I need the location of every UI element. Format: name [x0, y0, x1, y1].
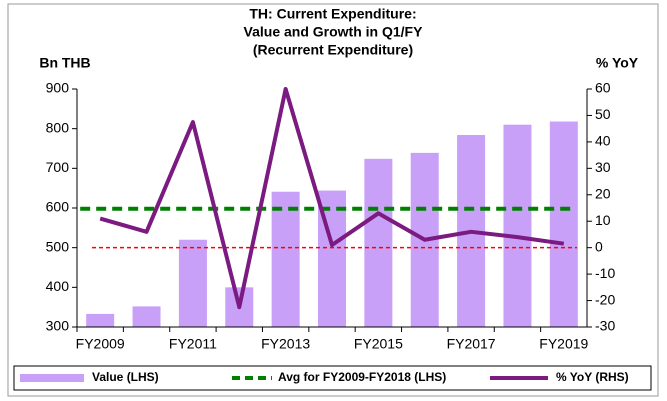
x-tick-label: FY2017 [447, 336, 496, 352]
bar [132, 306, 161, 327]
y-tick-label: 400 [46, 278, 70, 294]
y-tick-label: 300 [46, 318, 70, 334]
legend-swatch [20, 374, 84, 382]
legend-label: Avg for FY2009-FY2018 (LHS) [278, 370, 446, 384]
chart-title: TH: Current Expenditure: [249, 6, 416, 22]
y2-axis-label: % YoY [596, 55, 639, 71]
y2-tick-label: 20 [595, 185, 611, 201]
y-tick-label: 500 [46, 238, 70, 254]
y-tick-label: 900 [46, 80, 70, 96]
chart-title: (Recurrent Expenditure) [253, 42, 413, 58]
y2-tick-label: 0 [595, 238, 603, 254]
y2-tick-label: 60 [595, 80, 611, 96]
legend-label: Value (LHS) [92, 370, 159, 384]
y2-tick-label: 40 [595, 133, 611, 149]
y-tick-label: 700 [46, 159, 70, 175]
x-tick-label: FY2009 [76, 336, 125, 352]
chart-title: Value and Growth in Q1/FY [244, 24, 424, 40]
y-tick-label: 800 [46, 119, 70, 135]
y2-tick-label: 10 [595, 212, 611, 228]
y2-tick-label: -30 [595, 318, 615, 334]
x-tick-label: FY2015 [354, 336, 403, 352]
y2-tick-label: -20 [595, 291, 615, 307]
y-tick-label: 600 [46, 199, 70, 215]
x-tick-label: FY2013 [261, 336, 310, 352]
y2-tick-label: 30 [595, 159, 611, 175]
y-axis-label: Bn THB [39, 55, 90, 71]
x-tick-label: FY2019 [539, 336, 588, 352]
bar [549, 121, 578, 327]
bar [178, 239, 207, 327]
legend-label: % YoY (RHS) [556, 370, 629, 384]
bar [364, 158, 393, 327]
bar [271, 191, 300, 327]
y2-tick-label: 50 [595, 106, 611, 122]
yoy-line [99, 87, 565, 310]
y2-tick-label: -10 [595, 265, 615, 281]
x-tick-label: FY2011 [169, 336, 217, 352]
bar [503, 124, 532, 327]
bar [86, 313, 115, 327]
